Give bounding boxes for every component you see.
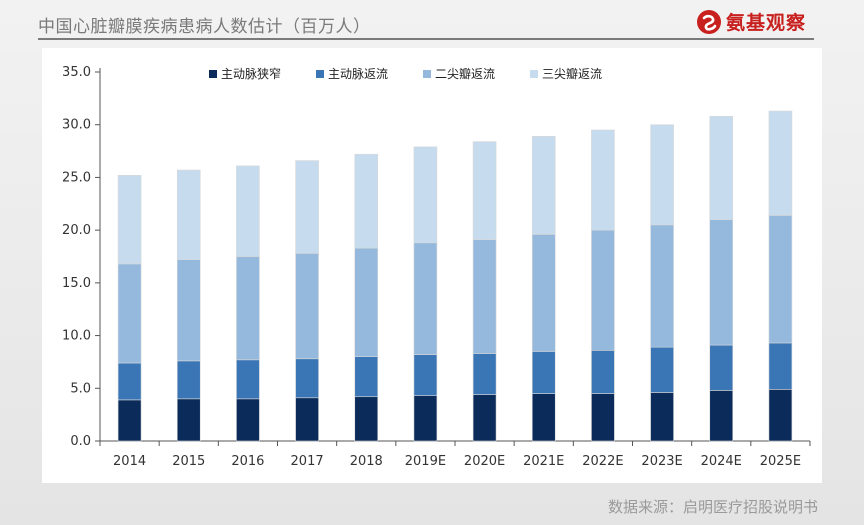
bar-segment [531,234,556,352]
y-tick-label: 25.0 [62,170,91,185]
bar-segment [176,259,201,362]
chart-panel: 0.0 5.0 10.0 15.0 20.0 25.0 30.0 35.0 2014 2015 20… [42,48,822,483]
x-tick-label: 2016 [231,454,264,469]
bar-segment [650,124,674,226]
bar-segment [768,389,793,442]
bar-segment [236,398,260,442]
bar-segment [295,358,319,399]
x-tick-label: 2019E [405,454,446,469]
bar-segment [709,390,734,442]
data-source: 数据来源：启明医疗招股说明书 [607,498,818,516]
bar-segment [531,393,556,442]
legend-label: 二尖瓣返流 [435,67,495,81]
bar-segment [768,110,793,216]
x-tick-label: 2018 [350,454,383,469]
bar-segment [650,392,674,442]
bar-segment [709,115,734,220]
x-tick-label: 2022E [582,454,623,469]
bar-segment [591,393,615,442]
bar-segment [591,350,615,394]
bar-segment [709,344,734,391]
bar-segment [472,394,497,442]
bar-segment [295,160,319,254]
bar-segment [650,224,674,348]
bar-segment [295,253,319,360]
brand: 氨基观察 [696,8,806,35]
bar-segment [236,359,260,400]
legend-label: 三尖瓣返流 [542,67,602,81]
y-tick-label: 15.0 [62,276,91,291]
chart-title: 中国心脏瓣膜疾病患病人数估计（百万人） [38,17,371,37]
x-tick-label: 2017 [291,454,324,469]
bar-segment [413,354,438,396]
bar-segment [117,175,142,265]
brand-name: 氨基观察 [725,12,806,34]
bar-segment [591,229,615,351]
legend-swatch [423,70,431,78]
bar-segment [117,399,142,442]
legend-swatch [209,70,217,78]
bar-segment [591,129,615,231]
x-tick-label: 2024E [701,454,742,469]
bar-segment [768,342,793,390]
bar-segment [354,396,379,442]
bar-segment [236,165,260,257]
bar-segment [236,256,260,361]
y-tick-label: 35.0 [62,65,91,80]
brand-logo-icon [696,9,721,34]
bar-segment [354,153,379,249]
bar-segment [176,398,201,442]
bar-segment [768,215,793,344]
legend-label: 主动脉狭窄 [221,66,281,81]
bar-segment [295,397,319,442]
legend-swatch [316,70,324,78]
bar-segment [354,356,379,398]
legend-swatch [530,70,538,78]
header: 中国心脏瓣膜疾病患病人数估计（百万人） 氨基观察 [38,8,814,40]
bar-segment [117,362,142,401]
legend-label: 主动脉返流 [328,66,388,81]
bar-segment [472,239,497,354]
x-tick-label: 2021E [523,454,564,469]
bar-segment [413,242,438,355]
y-tick-label: 20.0 [62,223,91,238]
bar-segment [472,141,497,240]
x-tick-label: 2025E [760,454,801,469]
y-tick-label: 0.0 [70,434,91,449]
bar-segment [650,346,674,393]
x-tick-label: 2014 [113,454,146,469]
bar-segment [117,263,142,364]
x-tick-label: 2023E [641,454,682,469]
bar-segment [531,351,556,394]
y-tick-label: 10.0 [62,329,91,344]
bar-segment [354,247,379,357]
bar-segment [531,136,556,235]
x-tick-label: 2020E [464,454,505,469]
bar-segment [472,353,497,395]
x-tick-label: 2015 [172,454,205,469]
y-tick-label: 30.0 [62,118,91,133]
bar-segment [413,395,438,442]
bar-segment [413,146,438,244]
stacked-bar-chart: 0.0 5.0 10.0 15.0 20.0 25.0 30.0 35.0 2014 2015 20… [62,65,811,469]
y-tick-label: 5.0 [70,381,91,396]
bar-segment [709,219,734,346]
bar-segment [176,360,201,400]
bar-segment [176,169,201,260]
